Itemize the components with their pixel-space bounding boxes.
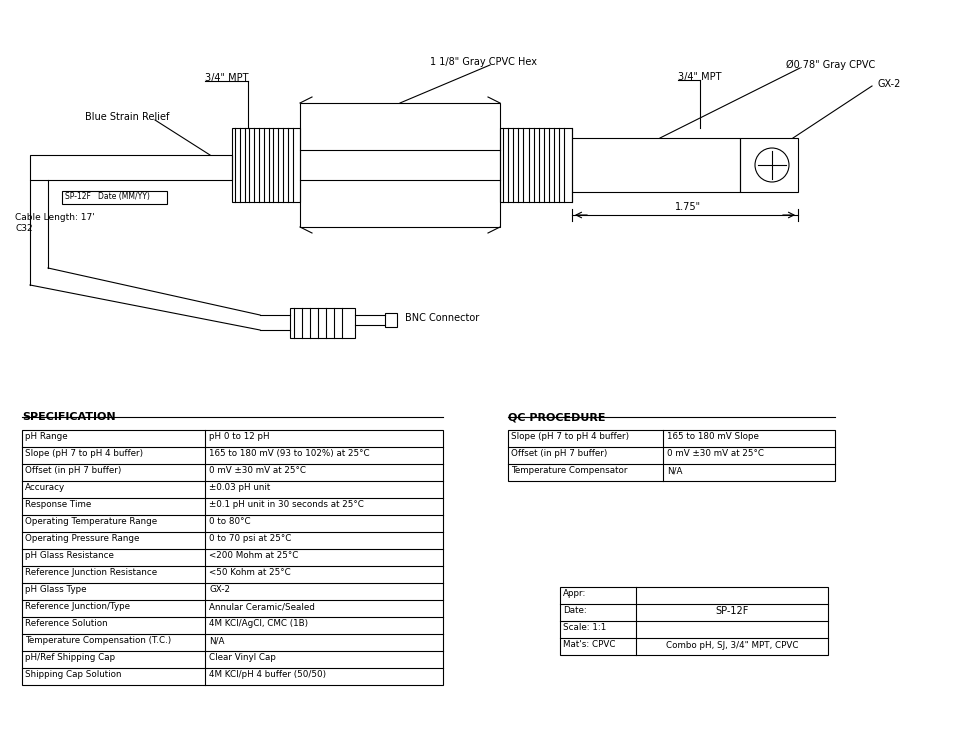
Text: Reference Solution: Reference Solution (25, 619, 107, 628)
Text: GX-2: GX-2 (209, 585, 230, 594)
Text: QC PROCEDURE: QC PROCEDURE (508, 412, 606, 422)
Text: Slope (pH 7 to pH 4 buffer): Slope (pH 7 to pH 4 buffer) (25, 449, 143, 458)
Text: <50 Kohm at 25°C: <50 Kohm at 25°C (209, 568, 291, 577)
Text: Annular Ceramic/Sealed: Annular Ceramic/Sealed (209, 602, 315, 611)
Bar (62, 191, 167, 204)
Text: GX-2: GX-2 (878, 79, 901, 89)
Text: SP-12F: SP-12F (715, 607, 749, 616)
Text: SP-12F   Date (MM/YY): SP-12F Date (MM/YY) (65, 192, 150, 201)
Text: Cable Length: 17': Cable Length: 17' (15, 213, 95, 222)
Text: 0 to 80°C: 0 to 80°C (209, 517, 250, 526)
Text: Slope (pH 7 to pH 4 buffer): Slope (pH 7 to pH 4 buffer) (511, 432, 629, 441)
Text: 4M KCl/pH 4 buffer (50/50): 4M KCl/pH 4 buffer (50/50) (209, 670, 327, 679)
Text: Appr:: Appr: (563, 589, 586, 598)
Bar (560, 587, 828, 655)
Bar (572, 138, 740, 192)
Text: 0 to 70 psi at 25°C: 0 to 70 psi at 25°C (209, 534, 292, 543)
Bar (300, 103, 500, 227)
Bar (385, 313, 397, 327)
Text: 4M KCl/AgCl, CMC (1B): 4M KCl/AgCl, CMC (1B) (209, 619, 308, 628)
Text: Reference Junction Resistance: Reference Junction Resistance (25, 568, 157, 577)
Text: C32: C32 (15, 224, 33, 233)
Text: 3/4" MPT: 3/4" MPT (205, 73, 248, 83)
Text: Operating Pressure Range: Operating Pressure Range (25, 534, 139, 543)
Bar (232, 128, 300, 202)
Text: pH Glass Resistance: pH Glass Resistance (25, 551, 114, 560)
Text: ±0.03 pH unit: ±0.03 pH unit (209, 483, 270, 492)
Text: N/A: N/A (667, 466, 683, 475)
Text: Reference Junction/Type: Reference Junction/Type (25, 602, 130, 611)
Text: BNC Connector: BNC Connector (405, 313, 479, 323)
Text: Response Time: Response Time (25, 500, 91, 509)
Text: <200 Mohm at 25°C: <200 Mohm at 25°C (209, 551, 298, 560)
Text: pH Glass Type: pH Glass Type (25, 585, 87, 594)
Bar (22, 430, 443, 685)
Text: pH Range: pH Range (25, 432, 68, 441)
Text: Ø0.78" Gray CPVC: Ø0.78" Gray CPVC (786, 60, 875, 70)
Text: Scale: 1:1: Scale: 1:1 (563, 623, 607, 632)
Bar (508, 430, 835, 481)
Text: Blue Strain Relief: Blue Strain Relief (85, 112, 169, 122)
Text: Offset (in pH 7 buffer): Offset (in pH 7 buffer) (25, 466, 122, 475)
Text: 0 mV ±30 mV at 25°C: 0 mV ±30 mV at 25°C (209, 466, 306, 475)
Text: Mat's: CPVC: Mat's: CPVC (563, 640, 615, 649)
Text: Operating Temperature Range: Operating Temperature Range (25, 517, 157, 526)
Bar (290, 308, 355, 338)
Text: 3/4" MPT: 3/4" MPT (678, 72, 722, 82)
Text: 165 to 180 mV Slope: 165 to 180 mV Slope (667, 432, 759, 441)
Text: pH/Ref Shipping Cap: pH/Ref Shipping Cap (25, 653, 115, 662)
Text: Combo pH, SJ, 3/4" MPT, CPVC: Combo pH, SJ, 3/4" MPT, CPVC (666, 641, 798, 650)
Text: 165 to 180 mV (93 to 102%) at 25°C: 165 to 180 mV (93 to 102%) at 25°C (209, 449, 370, 458)
Text: ±0.1 pH unit in 30 seconds at 25°C: ±0.1 pH unit in 30 seconds at 25°C (209, 500, 364, 509)
Text: Temperature Compensator: Temperature Compensator (511, 466, 628, 475)
Text: Offset (in pH 7 buffer): Offset (in pH 7 buffer) (511, 449, 608, 458)
Bar (30, 155, 232, 180)
Text: Shipping Cap Solution: Shipping Cap Solution (25, 670, 122, 679)
Text: Date:: Date: (563, 606, 586, 615)
Text: SPECIFICATION: SPECIFICATION (22, 412, 116, 422)
Text: 1.75": 1.75" (675, 202, 701, 212)
Text: 1 1/8" Gray CPVC Hex: 1 1/8" Gray CPVC Hex (430, 57, 537, 67)
Text: Clear Vinyl Cap: Clear Vinyl Cap (209, 653, 276, 662)
Bar (500, 128, 572, 202)
Text: 0 mV ±30 mV at 25°C: 0 mV ±30 mV at 25°C (667, 449, 764, 458)
Text: Temperature Compensation (T.C.): Temperature Compensation (T.C.) (25, 636, 171, 645)
Text: pH 0 to 12 pH: pH 0 to 12 pH (209, 432, 270, 441)
Text: N/A: N/A (209, 636, 224, 645)
Text: Accuracy: Accuracy (25, 483, 65, 492)
Bar (740, 138, 798, 192)
